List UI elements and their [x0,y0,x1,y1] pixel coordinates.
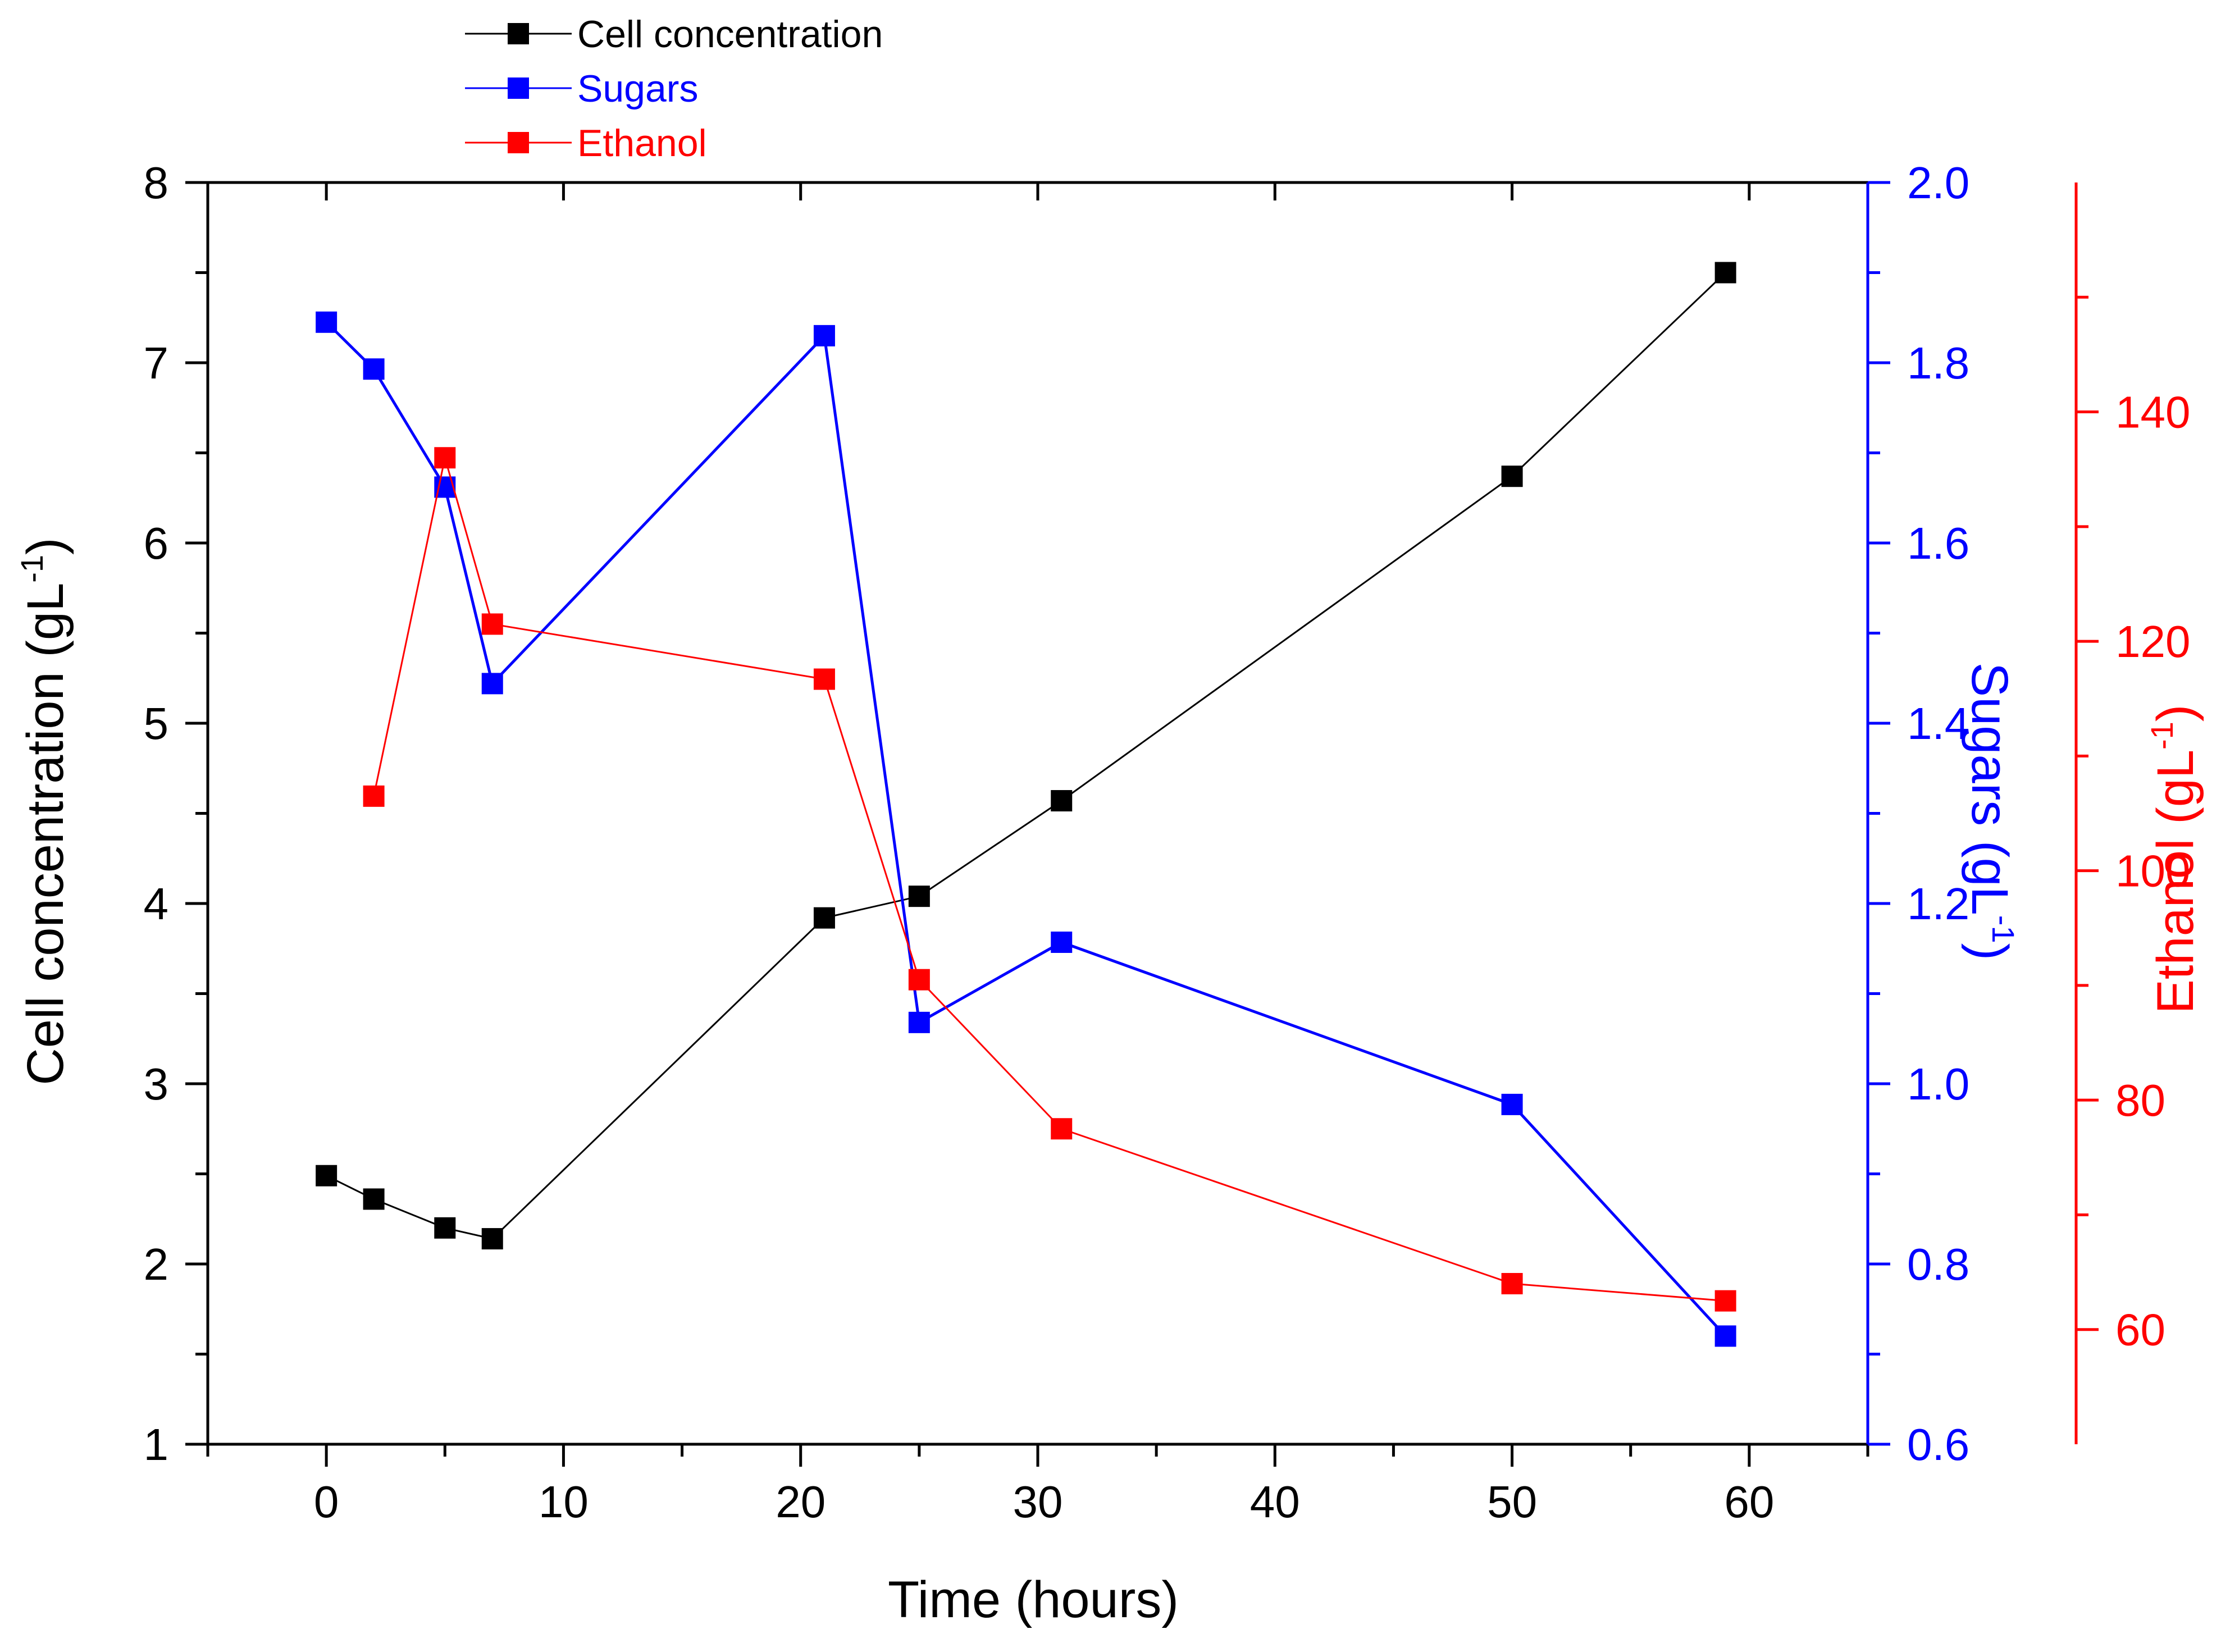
data-point [908,969,930,991]
x-tick-label: 20 [776,1477,826,1527]
y-axis-ethanol: 60 80 100 120 140 [2074,182,2190,1444]
right2-tick-label: 120 [2115,617,2190,667]
legend-label: Sugars [577,67,698,110]
x-tick-label: 60 [1724,1477,1774,1527]
y-left-title-main: Cell concentration (gL [17,583,74,1085]
right2-tick-label: 140 [2115,387,2190,437]
legend-item: Ethanol [465,122,707,165]
legend-label: Ethanol [577,122,707,165]
y-axis-title-sugars: Sugars (gL-1) [1961,663,2021,960]
x-tick-label: 40 [1250,1477,1300,1527]
legend-swatch-marker [508,132,529,153]
y-axis-title-ethanol: Ethanol (gL-1) [2144,705,2204,1014]
x-tick-label: 10 [539,1477,589,1527]
y-axis-sugars: 0.6 0.8 1.0 1.2 1.4 1.6 1.8 2.0 [1866,158,1969,1470]
series-ethanol [363,447,1736,1312]
x-tick-label: 0 [314,1477,339,1527]
series-layer [316,262,1736,1347]
y-left-title-close: ) [17,537,74,555]
data-point [481,1228,503,1250]
legend-swatch-marker [508,77,529,99]
legend-label: Cell concentration [577,13,883,56]
data-point [1051,790,1073,812]
data-point [363,785,385,807]
series-sugars [316,311,1736,1347]
data-point [908,886,930,907]
left-tick-label: 8 [144,158,169,208]
right1-tick-label: 1.4 [1907,699,1969,749]
data-point [813,325,835,346]
data-point [813,907,835,929]
right1-tick-label: 1.8 [1907,338,1969,388]
left-tick-label: 5 [144,699,169,749]
series-line [373,457,1726,1302]
data-point [363,358,385,380]
series-cell-concentration [316,262,1736,1250]
data-point [813,668,835,690]
data-point [1714,1325,1736,1347]
data-point [1714,1290,1736,1312]
data-point [316,311,338,333]
x-axis: 0 10 20 30 40 50 60 [206,182,1869,1527]
data-point [1501,1093,1523,1115]
y-left-title-sup: -1 [14,555,49,583]
right1-tick-label: 0.8 [1907,1239,1969,1289]
left-tick-label: 1 [144,1420,169,1470]
svg-text:Cell concentration (gL-1): Cell concentration (gL-1) [14,537,74,1085]
right1-tick-label: 1.6 [1907,518,1969,568]
y-right2-title-main: Ethanol (gL [2147,750,2204,1014]
data-point [434,1217,456,1239]
right1-tick-label: 0.6 [1907,1420,1969,1470]
right2-tick-label: 60 [2115,1305,2165,1355]
data-point [1051,932,1073,953]
y-right1-title-close: ) [1961,943,2018,961]
y-right1-title-main: Sugars (gL [1961,663,2018,915]
left-tick-label: 4 [144,879,169,929]
left-tick-label: 7 [144,338,169,388]
data-point [908,1011,930,1033]
data-point [1714,262,1736,284]
data-point [316,1165,338,1186]
y-right2-title-close: ) [2147,705,2204,722]
data-point [363,1188,385,1210]
right2-tick-label: 100 [2115,846,2190,896]
right1-tick-label: 1.0 [1907,1059,1969,1109]
legend: Cell concentration Sugars Ethanol [465,13,883,165]
left-tick-label: 2 [144,1239,169,1289]
data-point [434,447,456,469]
data-point [1051,1118,1073,1140]
x-tick-label: 50 [1487,1477,1537,1527]
svg-text:Sugars (gL-1): Sugars (gL-1) [1961,663,2021,960]
left-tick-label: 3 [144,1059,169,1109]
right1-tick-label: 2.0 [1907,158,1969,208]
data-point [1501,466,1523,487]
y-right1-title-sup: -1 [1986,915,2021,943]
left-tick-label: 6 [144,518,169,568]
x-tick-label: 30 [1013,1477,1063,1527]
legend-swatch-marker [508,23,529,44]
legend-item: Cell concentration [465,13,883,56]
right1-tick-label: 1.2 [1907,879,1969,929]
data-point [1501,1273,1523,1295]
x-axis-title: Time (hours) [888,1571,1179,1628]
legend-item: Sugars [465,67,698,110]
y-right2-title-sup: -1 [2144,722,2179,750]
y-axis-cell-concentration: 1 2 3 4 5 6 7 8 [144,158,208,1470]
data-point [481,673,503,695]
y-axis-title-cell-concentration: Cell concentration (gL-1) [14,537,74,1085]
right2-tick-label: 80 [2115,1075,2165,1125]
svg-text:Ethanol (gL-1): Ethanol (gL-1) [2144,705,2204,1014]
data-point [481,613,503,635]
